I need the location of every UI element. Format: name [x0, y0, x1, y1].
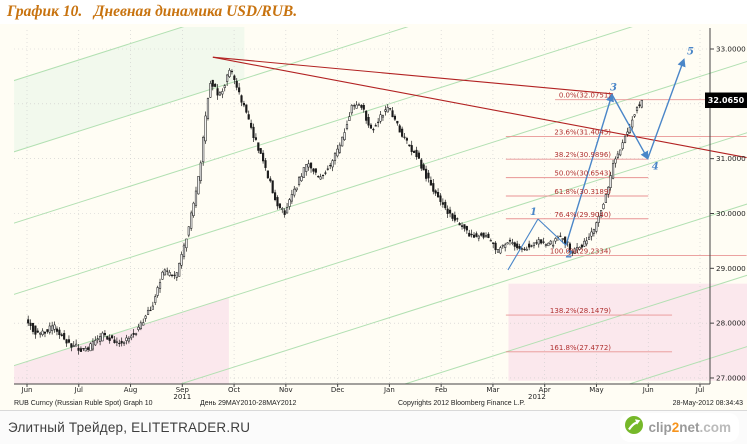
- usdrub-candlestick-chart: 1 2 3 4 5 0.0%(32.0751) 23.6%(31.4045) 38.2%(30…: [0, 24, 747, 401]
- clip2net-badge[interactable]: clip2net.com: [620, 413, 739, 442]
- month-label: Jul: [74, 386, 84, 394]
- year-label: 2011: [173, 393, 191, 400]
- fib-label: 61.8%(30.3189): [554, 188, 611, 196]
- fib-label: 100.0%(29.2334): [550, 248, 611, 256]
- fib-label: 76.4%(29.9040): [554, 211, 611, 219]
- month-label: Nov: [279, 386, 293, 394]
- trendlines: [212, 56, 747, 159]
- chart-title: График 10. Дневная динамика USD/RUB.: [7, 3, 298, 20]
- wave-label-5: 5: [687, 46, 694, 57]
- fib-label: 138.2%(28.1479): [550, 307, 611, 315]
- timestamp-label: 28-May-2012 08:34:43: [672, 400, 743, 407]
- month-label: Sep: [176, 386, 190, 394]
- footer: Элитный Трейдер, ELITETRADER.RU clip2net…: [0, 410, 747, 444]
- gridlines: [14, 30, 710, 384]
- month-label: Mar: [486, 386, 499, 394]
- month-label: Dec: [331, 386, 345, 394]
- fib-label: 50.0%(30.6543): [554, 170, 611, 178]
- y-tick-label: 33.0000: [716, 45, 746, 54]
- month-label: Jun: [21, 386, 33, 394]
- wave-label-3: 3: [610, 83, 617, 94]
- elitetrader-link[interactable]: Элитный Трейдер, ELITETRADER.RU: [8, 420, 251, 435]
- month-label: May: [589, 386, 603, 394]
- fib-label: 23.6%(31.4045): [554, 128, 611, 136]
- month-label: Jan: [383, 386, 395, 394]
- title-bar: График 10. Дневная динамика USD/RUB.: [0, 0, 747, 24]
- month-label: Aug: [124, 386, 138, 394]
- instrument-label: RUB Curncy (Russian Ruble Spot) Graph 10: [14, 400, 153, 407]
- y-tick-label: 28.0000: [716, 319, 746, 328]
- fib-label: 0.0%(32.0751): [559, 92, 611, 100]
- y-tick-label: 29.0000: [716, 264, 746, 273]
- month-label: Oct: [228, 386, 240, 394]
- month-label: Jul: [695, 386, 705, 394]
- clip2net-wordmark: clip2net.com: [648, 419, 731, 435]
- fib-labels: 0.0%(32.0751) 23.6%(31.4045) 38.2%(30.9896…: [550, 92, 611, 352]
- svg-text:32.0650: 32.0650: [708, 96, 745, 105]
- wave-label-1: 1: [530, 207, 537, 218]
- chart-status-bar: RUB Curncy (Russian Ruble Spot) Graph 10…: [0, 399, 747, 410]
- fib-label: 161.8%(27.4772): [550, 344, 611, 352]
- month-label: Jun: [642, 386, 654, 394]
- wave-label-2: 2: [565, 249, 573, 260]
- period-label: День 29MAY2010-28MAY2012: [200, 400, 297, 407]
- copyright-label: Copyrights 2012 Bloomberg Finance L.P.: [398, 400, 526, 407]
- fib-label: 38.2%(30.9896): [554, 151, 611, 159]
- y-tick-label: 30.0000: [716, 209, 746, 218]
- candlesticks: [27, 68, 643, 355]
- month-label: Apr: [539, 386, 551, 394]
- last-price-tag: 32.0650: [705, 92, 747, 109]
- year-label: 2012: [528, 393, 546, 400]
- elliott-wave: 1 2 3 4 5: [507, 46, 694, 271]
- y-tick-label: 31.0000: [716, 154, 746, 163]
- clip2net-icon: [624, 415, 644, 440]
- chart-area: 1 2 3 4 5 0.0%(32.0751) 23.6%(31.4045) 38.2%(30…: [0, 24, 747, 401]
- wave-label-4: 4: [652, 162, 659, 173]
- month-label: Feb: [435, 386, 448, 394]
- y-tick-label: 27.0000: [716, 373, 746, 382]
